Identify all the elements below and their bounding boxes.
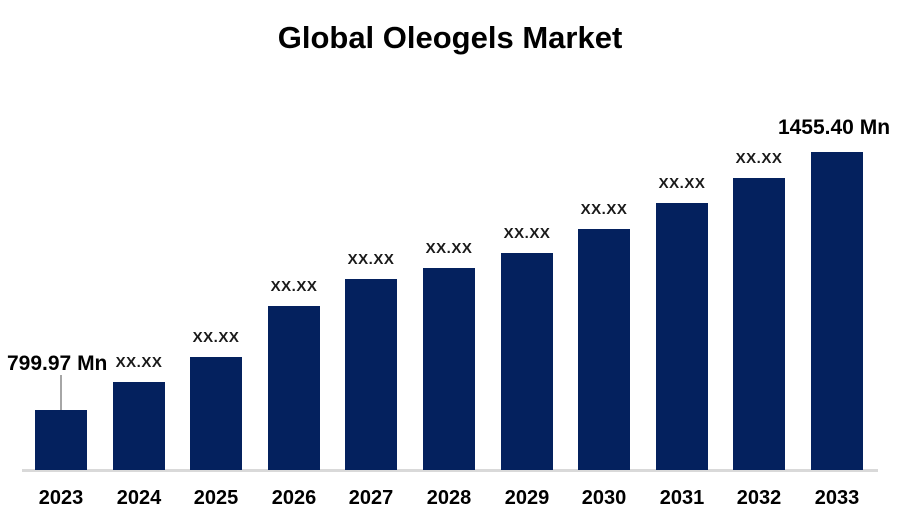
x-tick-2030: 2030 bbox=[581, 487, 627, 509]
bar-2027 bbox=[345, 279, 397, 470]
bar-2029 bbox=[501, 253, 553, 470]
value-label-2026: XX.XX bbox=[270, 278, 318, 295]
x-tick-2026: 2026 bbox=[271, 487, 317, 509]
x-tick-2024: 2024 bbox=[116, 487, 162, 509]
value-label-2032: XX.XX bbox=[735, 150, 783, 167]
bar-2032 bbox=[733, 178, 785, 470]
x-tick-2031: 2031 bbox=[659, 487, 705, 509]
value-label-2028: XX.XX bbox=[425, 240, 473, 257]
value-label-2033: 1455.40 Mn bbox=[777, 116, 891, 139]
x-tick-2027: 2027 bbox=[348, 487, 394, 509]
bar-2025 bbox=[190, 357, 242, 470]
x-tick-2029: 2029 bbox=[504, 487, 550, 509]
x-tick-2028: 2028 bbox=[426, 487, 472, 509]
x-axis-line bbox=[22, 469, 878, 472]
value-label-2023: 799.97 Mn bbox=[7, 352, 108, 375]
bar-2026 bbox=[268, 306, 320, 470]
x-tick-2023: 2023 bbox=[38, 487, 84, 509]
value-label-2031: XX.XX bbox=[658, 175, 706, 192]
bar-2033 bbox=[811, 152, 863, 470]
value-label-2025: XX.XX bbox=[192, 329, 240, 346]
x-tick-2025: 2025 bbox=[193, 487, 239, 509]
chart-title: Global Oleogels Market bbox=[277, 20, 623, 55]
bar-2023 bbox=[35, 410, 87, 470]
x-tick-2032: 2032 bbox=[736, 487, 782, 509]
value-label-2027: XX.XX bbox=[347, 251, 395, 268]
bar-2031 bbox=[656, 203, 708, 470]
value-label-2029: XX.XX bbox=[503, 225, 551, 242]
value-label-2030: XX.XX bbox=[580, 201, 628, 218]
bar-2030 bbox=[578, 229, 630, 470]
leader-line-2023 bbox=[60, 375, 62, 410]
bar-2028 bbox=[423, 268, 475, 470]
x-tick-2033: 2033 bbox=[814, 487, 860, 509]
value-label-2024: XX.XX bbox=[115, 354, 163, 371]
bar-2024 bbox=[113, 382, 165, 470]
